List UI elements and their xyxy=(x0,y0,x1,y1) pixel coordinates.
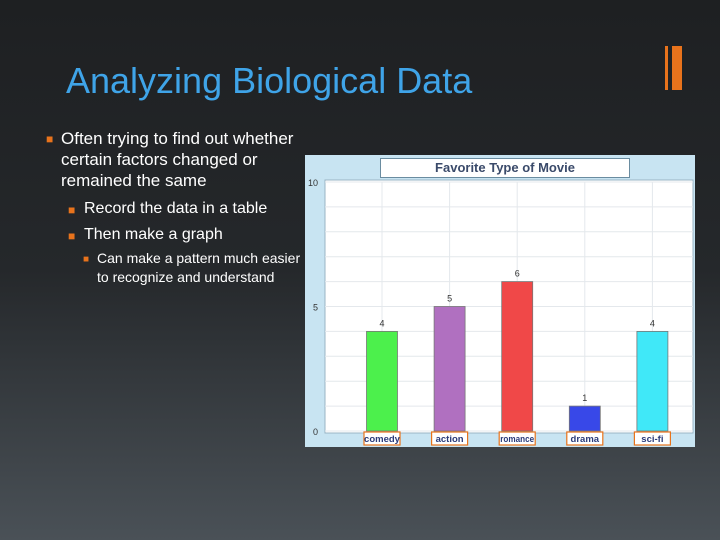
category-box xyxy=(363,431,401,446)
bullet-text: Often trying to find out whether certain… xyxy=(61,129,294,190)
category-box xyxy=(498,431,536,446)
category-label: romance xyxy=(500,434,534,445)
category-label: comedy xyxy=(364,434,401,445)
accent-bar-thick xyxy=(672,46,682,90)
bar xyxy=(568,405,601,432)
data-labels: 4 5 6 1 4 xyxy=(379,269,654,404)
bar xyxy=(636,330,669,432)
y-tick-label: 5 xyxy=(313,303,318,313)
bullet-list: ■ Often trying to find out whether certa… xyxy=(46,128,306,287)
category-box xyxy=(430,431,469,446)
bullet-text: Record the data in a table xyxy=(84,200,268,217)
bar xyxy=(366,330,398,432)
data-label: 6 xyxy=(515,269,520,279)
category-box xyxy=(633,431,671,446)
bullet-level2: ■ Then make a graph xyxy=(46,225,306,245)
chart-svg: 0 5 10 4 5 6 1 4 comedy action romance drama sci-f… xyxy=(308,178,694,446)
y-ticks: 0 5 10 xyxy=(308,178,318,437)
chart: 0 5 10 4 5 6 1 4 comedy action romance drama sci-f… xyxy=(305,155,695,447)
bullet-level3: ■ Can make a pattern much easier to reco… xyxy=(46,249,306,287)
slide-title: Analyzing Biological Data xyxy=(66,60,473,101)
bullet-level1: ■ Often trying to find out whether certa… xyxy=(46,128,306,191)
bullet-level2: ■ Record the data in a table xyxy=(46,199,306,219)
square-bullet-icon: ■ xyxy=(68,229,76,243)
category-label: drama xyxy=(571,434,600,445)
bullet-text: Can make a pattern much easier to recogn… xyxy=(97,250,301,285)
y-tick-label: 10 xyxy=(308,178,318,188)
chart-title: Favorite Type of Movie xyxy=(380,158,630,178)
y-tick-label: 0 xyxy=(313,427,318,437)
category-label: sci-fi xyxy=(641,434,663,445)
accent-bar-thin xyxy=(665,46,668,90)
data-label: 5 xyxy=(447,294,452,304)
bars xyxy=(366,281,669,432)
square-bullet-icon: ■ xyxy=(83,254,90,265)
bullet-text: Then make a graph xyxy=(84,226,223,243)
bar xyxy=(433,306,466,432)
data-label: 4 xyxy=(650,318,655,328)
data-label: 4 xyxy=(379,318,384,328)
data-label: 1 xyxy=(582,393,587,403)
category-label: action xyxy=(436,434,464,445)
square-bullet-icon: ■ xyxy=(68,203,76,217)
category-box xyxy=(566,431,604,446)
bar xyxy=(501,281,534,432)
square-bullet-icon: ■ xyxy=(46,132,54,146)
category-labels: comedy action romance drama sci-fi xyxy=(363,431,671,446)
